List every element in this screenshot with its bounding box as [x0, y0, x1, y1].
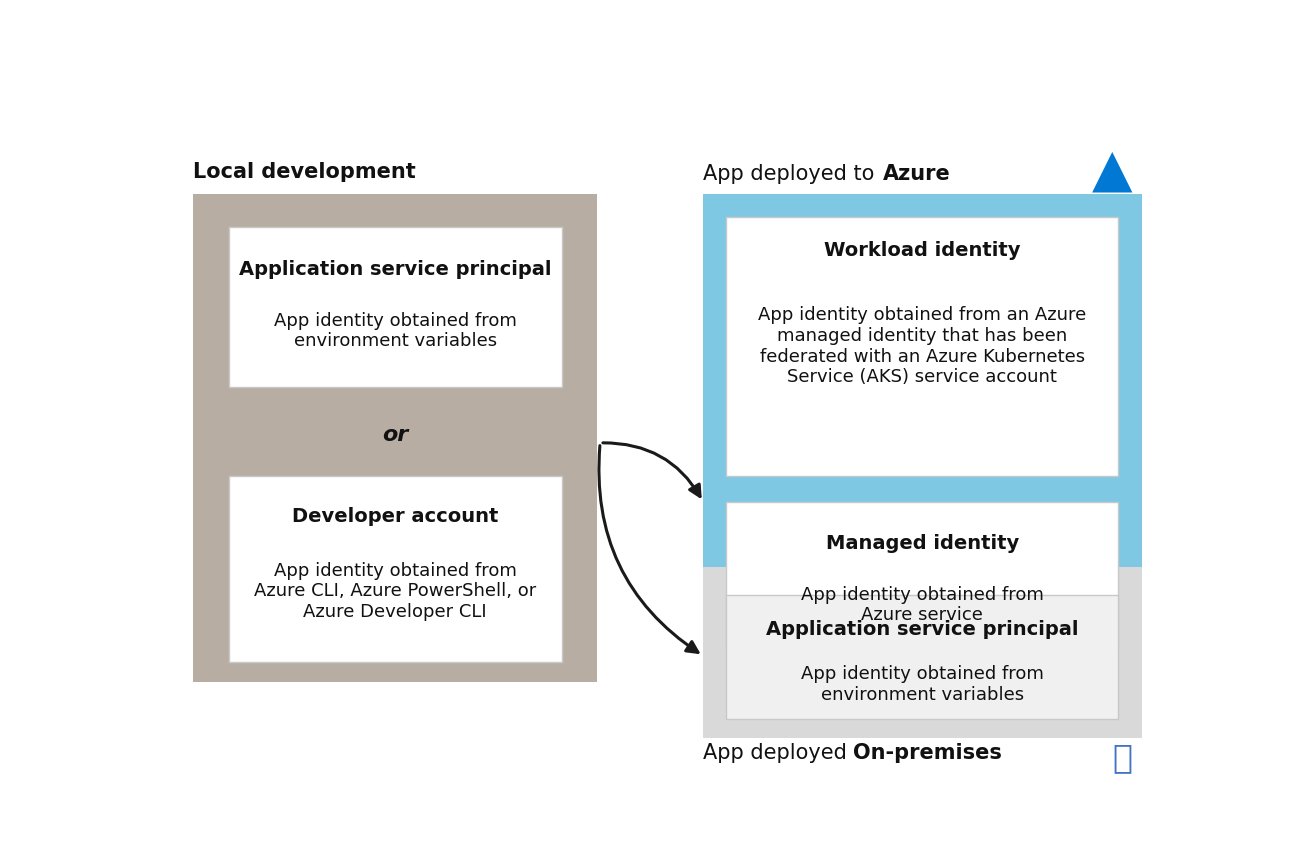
FancyBboxPatch shape — [193, 194, 597, 682]
Text: Managed identity: Managed identity — [826, 534, 1019, 552]
Text: Developer account: Developer account — [292, 507, 498, 526]
Text: Application service principal: Application service principal — [766, 620, 1079, 639]
Text: or: or — [382, 425, 408, 445]
Text: App identity obtained from
environment variables: App identity obtained from environment v… — [801, 665, 1044, 704]
Text: App identity obtained from
Azure service: App identity obtained from Azure service — [801, 585, 1044, 625]
Text: Azure: Azure — [883, 164, 951, 184]
FancyBboxPatch shape — [726, 595, 1118, 719]
Text: App deployed: App deployed — [704, 743, 853, 763]
FancyBboxPatch shape — [704, 568, 1143, 738]
FancyBboxPatch shape — [228, 226, 562, 387]
Text: ▲: ▲ — [1092, 145, 1132, 197]
FancyBboxPatch shape — [726, 217, 1118, 476]
FancyBboxPatch shape — [228, 476, 562, 662]
Text: Application service principal: Application service principal — [238, 260, 551, 279]
Text: App identity obtained from
environment variables: App identity obtained from environment v… — [274, 311, 516, 351]
Text: App identity obtained from
Azure CLI, Azure PowerShell, or
Azure Developer CLI: App identity obtained from Azure CLI, Az… — [254, 562, 537, 621]
Text: Local development: Local development — [193, 162, 416, 182]
Text: App deployed to: App deployed to — [704, 164, 881, 184]
Text: Workload identity: Workload identity — [823, 241, 1020, 260]
FancyBboxPatch shape — [704, 194, 1143, 669]
FancyBboxPatch shape — [726, 502, 1118, 649]
Text: 🏢: 🏢 — [1113, 741, 1132, 774]
Text: App identity obtained from an Azure
managed identity that has been
federated wit: App identity obtained from an Azure mana… — [758, 306, 1087, 386]
Text: On-premises: On-premises — [852, 743, 1002, 763]
